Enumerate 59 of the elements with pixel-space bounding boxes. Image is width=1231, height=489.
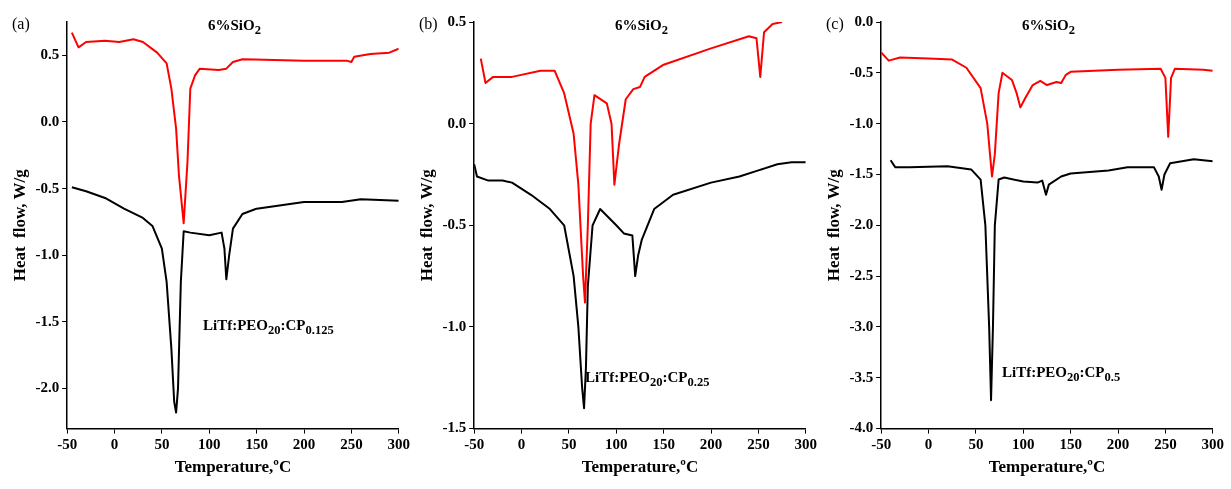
x-tick-label: 50: [154, 436, 170, 453]
x-tick-label: 100: [1012, 436, 1035, 453]
y-tick-label: 0.0: [854, 12, 874, 29]
y-axis-title: Heat flow, W/g: [416, 168, 436, 282]
x-tick-label: 50: [561, 436, 577, 453]
y-tick-label: 0.5: [40, 46, 60, 63]
y-tick-label: 0.5: [447, 12, 467, 29]
x-tick-label: 150: [1059, 436, 1082, 453]
annotation: LiTf:PEO$_{20}$:CP$_{0.25}$: [585, 368, 710, 390]
x-tick-label: 0: [110, 436, 119, 453]
y-tick-label: -1.5: [35, 312, 60, 329]
x-tick-label: 300: [794, 436, 817, 453]
y-tick-label: -3.5: [849, 368, 874, 385]
y-tick-label: -2.5: [849, 267, 874, 283]
x-axis-title: Temperature,ºC: [174, 457, 292, 477]
y-tick-label: -3.0: [849, 317, 874, 334]
y-axis-title: Heat flow, W/g: [823, 168, 843, 282]
x-tick-label: 50: [968, 436, 984, 453]
y-tick-label: -0.5: [35, 179, 60, 196]
x-tick-label: -50: [871, 436, 892, 453]
x-axis-title: Temperature,ºC: [988, 457, 1106, 477]
x-tick-label: -50: [57, 436, 78, 453]
x-tick-label: 300: [387, 436, 410, 453]
x-tick-label: 200: [292, 436, 316, 453]
y-tick-label: -0.5: [849, 63, 874, 80]
annotation: 6%SiO$_{2}$: [1022, 16, 1075, 38]
annotation: 6%SiO$_{2}$: [615, 16, 668, 38]
x-tick-label: 200: [699, 436, 723, 453]
y-tick-label: 0.0: [40, 112, 60, 129]
annotation: LiTf:PEO$_{20}$:CP$_{0.125}$: [203, 316, 334, 338]
text: (c): [826, 14, 844, 34]
y-tick-label: -1.5: [849, 165, 874, 182]
y-tick-label: 0.0: [447, 114, 467, 131]
x-tick-label: 100: [605, 436, 628, 453]
text: (a): [12, 14, 30, 34]
y-tick-label: -4.0: [849, 419, 874, 436]
x-axis-title: Temperature,ºC: [581, 457, 699, 477]
x-tick-label: 0: [517, 436, 526, 453]
y-tick-label: -1.0: [442, 317, 467, 334]
y-tick-label: -1.0: [849, 114, 874, 131]
x-tick-label: 300: [1201, 436, 1224, 453]
x-tick-label: 150: [652, 436, 675, 453]
y-axis-title: Heat flow, W/g: [9, 168, 29, 282]
y-tick-label: -2.0: [849, 216, 874, 233]
x-tick-label: -50: [464, 436, 485, 453]
text: (b): [419, 14, 438, 34]
x-tick-label: 250: [747, 436, 770, 453]
x-tick-label: 100: [198, 436, 221, 453]
x-tick-label: 250: [340, 436, 363, 453]
x-tick-label: 200: [1106, 436, 1130, 453]
x-tick-label: 0: [924, 436, 933, 453]
annotation: LiTf:PEO$_{20}$:CP$_{0.5}$: [1002, 363, 1121, 385]
y-tick-label: -2.0: [35, 379, 60, 396]
y-tick-label: -1.0: [35, 246, 60, 263]
y-tick-label: -1.5: [442, 419, 467, 436]
x-tick-label: 250: [1154, 436, 1177, 453]
y-tick-label: -0.5: [442, 216, 467, 233]
annotation: 6%SiO$_{2}$: [208, 16, 261, 38]
x-tick-label: 150: [245, 436, 268, 453]
